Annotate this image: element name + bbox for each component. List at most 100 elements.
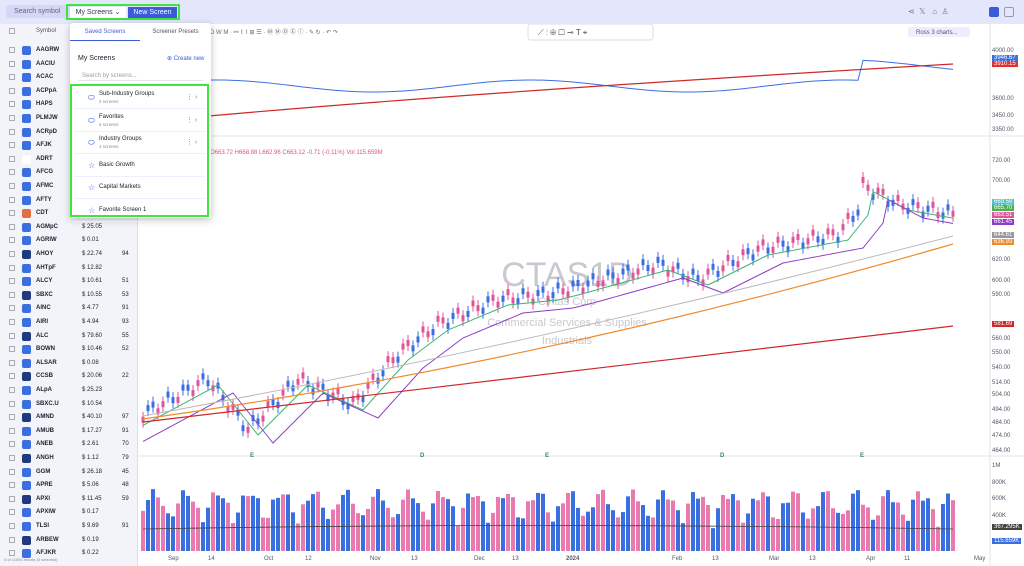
event-marker: E — [545, 453, 550, 459]
symbol-row[interactable]: AHTpF $ 12.82 — [0, 262, 137, 275]
symbol-row[interactable]: ACRpD — [0, 126, 137, 139]
candle-body — [381, 370, 385, 377]
candle-body — [501, 295, 505, 302]
score: 53 — [122, 291, 129, 298]
item-menu[interactable]: ⋮ › — [186, 139, 198, 147]
symbol-row[interactable]: AGRIW $ 0.01 — [0, 234, 137, 247]
folder-icon: ⬭ — [88, 115, 95, 125]
volume-bar — [316, 491, 320, 551]
symbol-row[interactable]: SBXC.U $ 10.54 — [0, 398, 137, 411]
symbol-row[interactable]: ALpA $ 25.23 — [0, 384, 137, 397]
symbol-row[interactable]: AFJKR $ 0.22 — [0, 547, 137, 560]
candle-body — [836, 236, 840, 243]
symbol-row[interactable]: HAPS — [0, 98, 137, 111]
screen-item[interactable]: ☆ Capital Markets — [74, 178, 205, 200]
volume-bar — [296, 523, 300, 551]
checkbox[interactable] — [9, 28, 15, 34]
volume-bar — [661, 490, 665, 551]
symbol-row[interactable]: AFJK — [0, 139, 137, 152]
volume-bar — [466, 493, 470, 551]
screen-item[interactable]: ☆ Basic Growth — [74, 156, 205, 177]
search-input[interactable]: Search symbol — [6, 5, 72, 18]
symbol: AIRI — [36, 319, 48, 325]
candle-body — [196, 380, 200, 387]
top-icons: ⋖ 𝕏 ⌂ ♙ — [908, 7, 949, 16]
symbol-row[interactable]: ALCY $ 10.61 51 — [0, 275, 137, 288]
symbol-row[interactable]: TLSI $ 9.69 91 — [0, 520, 137, 533]
symbol-row[interactable]: AHOY $ 22.74 94 — [0, 248, 137, 261]
symbol-row[interactable]: AMND $ 40.10 97 — [0, 411, 137, 424]
volume-bar — [231, 523, 235, 551]
x-axis-label: 13 — [809, 556, 816, 562]
volume-bar — [626, 496, 630, 551]
create-new[interactable]: ⊕ Create new — [167, 56, 205, 62]
volume-bar — [701, 496, 705, 551]
symbol-row[interactable]: ANGH $ 1.12 79 — [0, 452, 137, 465]
volume-bar — [706, 505, 710, 551]
symbol-row[interactable]: ADRT — [0, 153, 137, 166]
volume-bar — [646, 515, 650, 551]
symbol-row[interactable]: AFTY — [0, 194, 137, 207]
symbol-row[interactable]: AMUB $ 17.27 91 — [0, 425, 137, 438]
grid-view-button[interactable] — [1004, 7, 1014, 17]
item-menu[interactable]: ⋮ › — [186, 94, 198, 101]
symbol-row[interactable]: AGMpC $ 25.05 — [0, 221, 137, 234]
my-screens-button[interactable]: My Screens ⌄ — [70, 7, 126, 18]
symbol-row[interactable]: PLMJW — [0, 112, 137, 125]
screen-item[interactable]: ☆ Favorite Screen 1 — [74, 201, 205, 222]
screen-item[interactable]: ⬭ Sub-Industry Groups 2 screens ⋮ › — [74, 88, 205, 109]
symbol-row[interactable]: ACPpA — [0, 85, 137, 98]
candle-body — [531, 298, 535, 305]
symbol-row[interactable]: AAGRW — [0, 44, 137, 57]
symbol-row[interactable]: APXI $ 11.45 59 — [0, 493, 137, 506]
new-screen-button[interactable]: New Screen — [128, 7, 177, 18]
screen-item[interactable]: ⬭ Industry Groups 1 screens ⋮ › — [74, 133, 205, 155]
symbol-row[interactable]: GGM $ 26.18 45 — [0, 466, 137, 479]
candle-body — [791, 236, 795, 243]
tab-saved[interactable]: Saved Screens — [84, 29, 126, 35]
symbol-row[interactable]: AINC $ 4.77 91 — [0, 302, 137, 315]
tab-presets[interactable]: Screener Presets — [152, 29, 199, 35]
symbol: AGMpC — [36, 223, 58, 230]
symbol-icon — [22, 182, 31, 191]
checkbox — [9, 455, 15, 461]
symbol-row[interactable]: AACIU — [0, 58, 137, 71]
candle-body — [236, 409, 240, 416]
volume-bar — [746, 513, 750, 551]
search-screens[interactable]: Search by screens... — [82, 73, 137, 79]
symbol-row[interactable]: AIRI $ 4.94 93 — [0, 316, 137, 329]
symbol-row[interactable]: SBXC $ 10.55 53 — [0, 289, 137, 302]
candle-body — [916, 202, 920, 209]
symbol-row[interactable]: AFMC — [0, 180, 137, 193]
symbol-row[interactable]: CCSB $ 20.06 22 — [0, 370, 137, 383]
axis-label: 550.00 — [992, 350, 1011, 356]
symbol: AFTY — [36, 196, 52, 203]
candle-body — [651, 267, 655, 274]
symbol-row[interactable]: APXIW $ 0.17 — [0, 506, 137, 519]
symbol-row[interactable]: BOWN $ 10.46 52 — [0, 343, 137, 356]
symbol: BOWN — [36, 346, 55, 353]
candle-body — [391, 357, 395, 364]
symbol-row[interactable]: CDT — [0, 207, 137, 220]
volume-bar — [371, 496, 375, 551]
item-menu[interactable]: ⋮ › — [186, 116, 198, 124]
ma-line — [142, 235, 954, 417]
screen-item[interactable]: ⬭ Favorites 5 screens ⋮ › — [74, 111, 205, 132]
symbol-row[interactable]: ARBEW $ 0.19 — [0, 534, 137, 547]
score: 22 — [122, 373, 129, 380]
list-view-button[interactable] — [989, 7, 999, 17]
symbol-row[interactable]: ACAC — [0, 71, 137, 84]
volume-bar — [481, 501, 485, 551]
symbol-row[interactable]: ANEB $ 2.61 70 — [0, 438, 137, 451]
candle-body — [461, 315, 465, 322]
candle-body — [731, 259, 735, 266]
symbol-row[interactable]: ALC $ 79.60 55 — [0, 330, 137, 343]
symbol-row[interactable]: APRE $ 5.06 48 — [0, 479, 137, 492]
volume-bar — [936, 526, 940, 551]
layout-select[interactable] — [908, 27, 970, 37]
symbol-row[interactable]: AFCG — [0, 166, 137, 179]
volume-bar — [876, 515, 880, 551]
volume-bar — [741, 522, 745, 551]
symbol-row[interactable]: ALSAR $ 0.08 — [0, 357, 137, 370]
volume-bar — [716, 508, 720, 551]
